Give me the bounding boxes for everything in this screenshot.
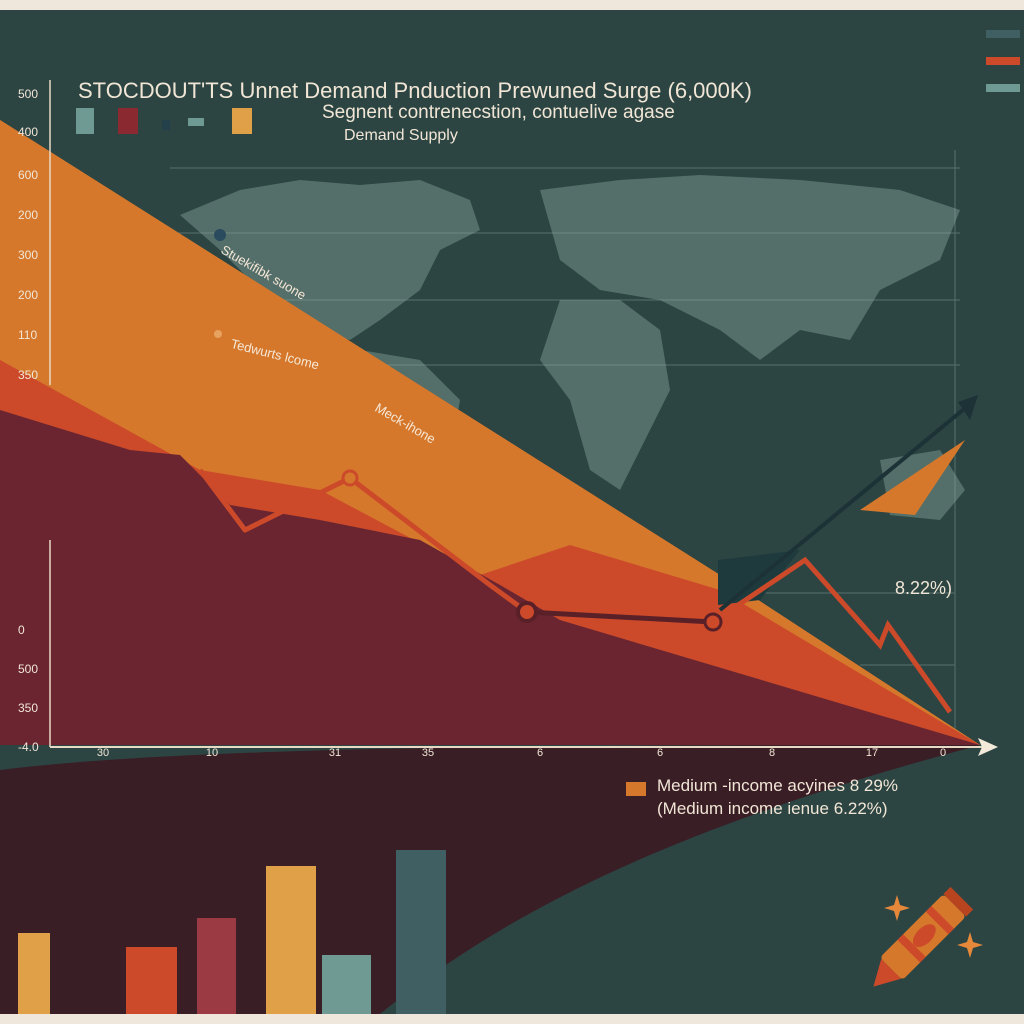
y-tick-label: 200 [18,288,39,302]
bottom-dark-wave [0,745,980,1014]
legend-swatch [162,120,170,130]
x-tick-label: 6 [536,747,544,759]
bars [18,850,446,1014]
bar [266,866,316,1014]
sparkle-icon [957,932,983,958]
data-point-marker [516,601,538,623]
legend-swatch [626,782,646,796]
bar [126,947,177,1014]
trend-arrow-line [718,398,977,612]
orange-triangle-right [860,440,965,515]
y-tick-label: 350 [18,701,39,715]
corner-swatch [986,84,1020,92]
y-tick-label: 200 [18,208,39,222]
data-point-marker [703,612,723,632]
corner-swatch [986,57,1020,65]
chart-subtitle-2: Demand Supply [344,127,458,144]
y-tick-label: 500 [18,662,39,676]
trend-arrow-head [958,395,978,420]
bar [18,933,50,1014]
legend-swatch [232,108,252,134]
bar [396,850,446,1014]
data-point-marker [341,469,359,487]
y-tick-label: 400 [18,125,39,139]
crayon-icon [873,886,974,987]
x-tick-label: 10 [205,747,219,759]
x-axis [50,738,998,756]
y-tick-label: 350 [18,368,39,382]
supply-line [526,609,714,625]
x-tick-label: 31 [328,747,342,759]
sparkle-icon [884,895,910,921]
surge-line [711,556,953,714]
map-dot [214,330,222,338]
chart-canvas: STOCDOUT'TS Unnet Demand Pnduction Prewu… [0,10,1024,1014]
map-dot [214,229,226,241]
y-tick-label: 500 [18,87,39,101]
legend-label: (Medium income ienue 6.22%) [657,799,888,818]
y-tick-label: 300 [18,248,39,262]
x-tick-label: 30 [96,747,110,759]
legend-swatch [76,108,94,134]
x-tick-label: 0 [939,747,947,759]
corner-swatch [986,30,1020,38]
x-tick-label: 35 [421,747,435,759]
maroon-area [0,410,980,745]
legend-swatch [188,118,204,126]
chart-title: STOCDOUT'TS Unnet Demand Pnduction Prewu… [78,78,752,103]
y-tick-label: 0 [18,623,25,637]
y-tick-label: -4.0 [18,740,39,754]
legend-swatch [118,108,138,134]
legend-label: Medium -income acyines 8 29% [657,776,898,795]
y-tick-label: 600 [18,168,39,182]
y-tick-label: 110 [18,328,38,342]
bar [322,955,371,1014]
chart-subtitle: Segnent contrenecstion, contuelive agase [322,102,675,123]
chart-svg [0,80,998,1014]
x-tick-label: 17 [865,747,879,759]
annotation-percent: 8.22%) [895,578,953,598]
x-tick-label: 8 [768,747,776,759]
bar [197,918,236,1014]
x-tick-label: 6 [656,747,664,759]
